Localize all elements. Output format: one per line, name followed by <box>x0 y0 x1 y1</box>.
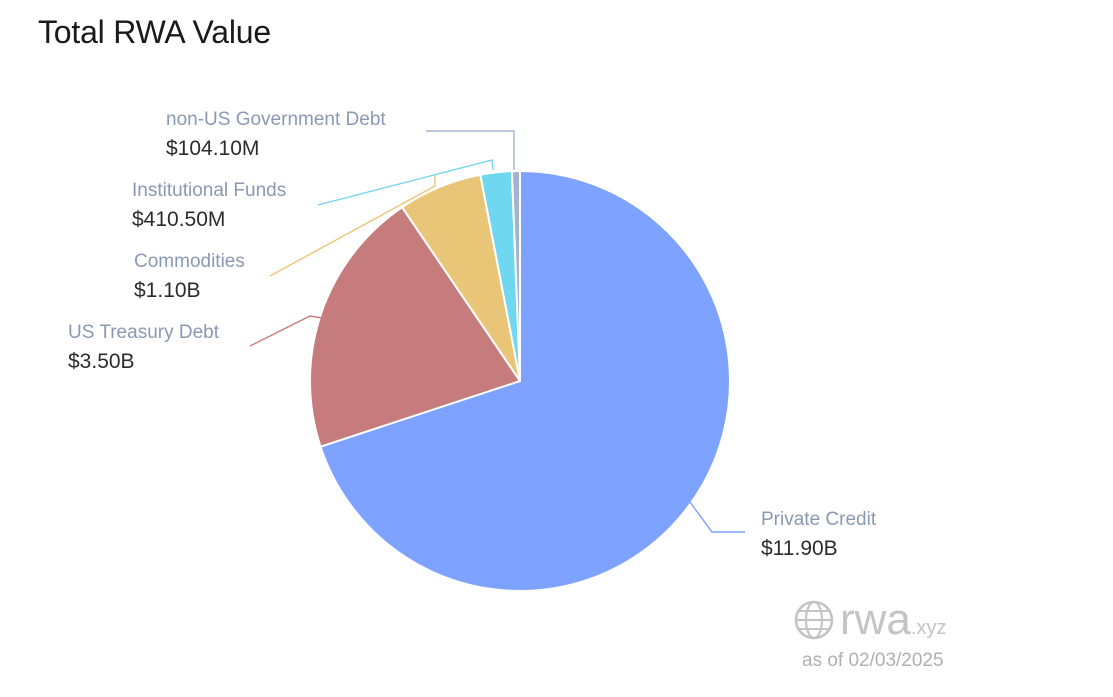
leader-line-private-credit <box>689 501 745 533</box>
brand-tld: .xyz <box>910 617 947 639</box>
leader-line-commodities <box>269 175 436 277</box>
slice-value-commodities: $1.10B <box>134 279 201 302</box>
slice-label-non-us-government-debt: non-US Government Debt <box>166 109 386 130</box>
pie-slice-us-treasury-debt[interactable] <box>309 206 521 448</box>
brand-name: rwa <box>840 595 911 644</box>
leader-line-non-us-government-debt <box>426 130 515 170</box>
pie-slice-private-credit[interactable] <box>319 170 731 592</box>
slice-value-institutional-funds: $410.50M <box>132 208 225 231</box>
chart-title: Total RWA Value <box>38 14 271 50</box>
slice-label-commodities: Commodities <box>134 251 245 272</box>
leader-line-us-treasury-debt <box>249 315 323 347</box>
slice-label-private-credit: Private Credit <box>761 509 877 530</box>
rwa-watermark: rwa .xyz <box>794 598 946 642</box>
slice-value-non-us-government-debt: $104.10M <box>166 137 259 160</box>
slice-label-us-treasury-debt: US Treasury Debt <box>68 322 220 343</box>
as-of-date: as of 02/03/2025 <box>802 650 944 671</box>
slice-value-us-treasury-debt: $3.50B <box>68 350 135 373</box>
slice-value-private-credit: $11.90B <box>761 537 838 560</box>
pie-slice-non-us-government-debt[interactable] <box>510 170 521 382</box>
globe-icon <box>794 600 834 640</box>
slice-label-institutional-funds: Institutional Funds <box>132 180 286 201</box>
leader-line-institutional-funds <box>317 159 494 206</box>
